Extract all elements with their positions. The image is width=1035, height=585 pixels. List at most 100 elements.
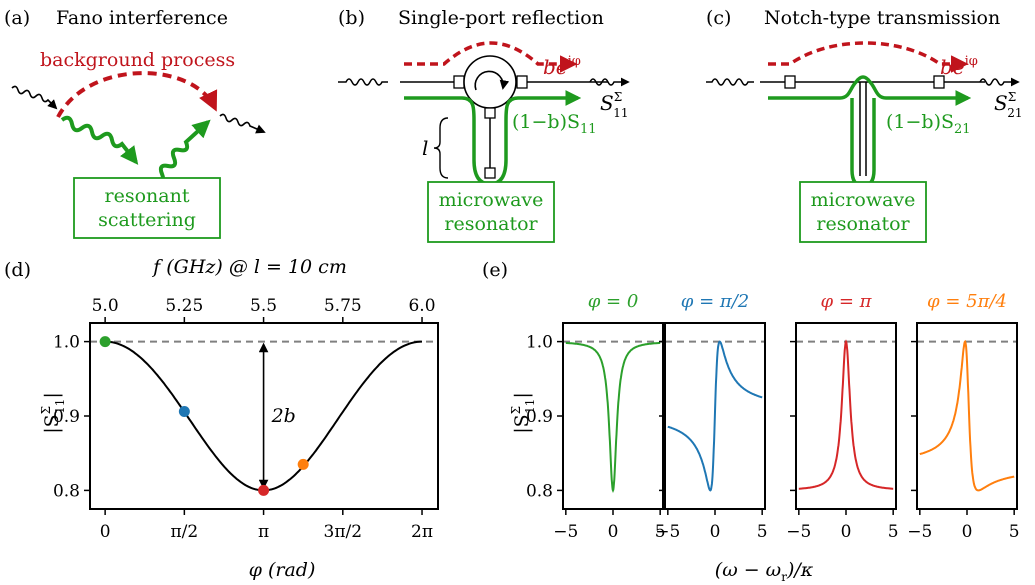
panel-e-xlabel-base: (ω − ω [715, 559, 781, 581]
xtick-label-d-1: π/2 [170, 522, 198, 542]
res-term-c-sub: 21 [954, 122, 971, 137]
panel-c-title: Notch-type transmission [764, 7, 1000, 29]
plot-frame-e-2 [795, 322, 897, 510]
xtick-label-e-1-0: −5 [655, 522, 680, 542]
total-b-sub: 11 [613, 106, 628, 120]
panel-e-ylabel: |SΣ11| [509, 392, 537, 434]
incoming-wave-c [706, 78, 754, 86]
ytick-label-e-1: 0.9 [526, 407, 553, 427]
phase-marker-3 [297, 458, 309, 470]
panel-e: (e) φ = 0 −5 0 5 0.8 0.9 1.0 φ = π/2 −5 0 5 φ = π −5… [482, 259, 1020, 584]
total-c-sub: 21 [1007, 106, 1022, 120]
background-arrow-b [404, 41, 578, 73]
series-title-0: φ = 0 [588, 291, 639, 312]
phase-marker-2 [258, 484, 270, 496]
resonant-path-c [768, 75, 972, 106]
series-title-2: φ = π [821, 291, 873, 312]
toptick-label-d-1: 5.25 [165, 296, 203, 316]
total-term-c: SΣ 21 [994, 90, 1022, 120]
circulator-arrow-icon [474, 70, 510, 91]
res-term-b-sub: 11 [580, 122, 597, 137]
total-term-b: SΣ 11 [600, 90, 628, 120]
toptick-label-d-0: 5.0 [92, 296, 119, 316]
toptick-label-d-3: 5.75 [324, 296, 362, 316]
panel-c: (c) Notch-type transmission beiφ (1−b)S2… [706, 7, 1022, 243]
xtick-label-e-2-1: 0 [841, 522, 852, 542]
ytick-label-d-2: 1.0 [53, 333, 80, 353]
panel-e-ylabel-sup: Σ [509, 406, 523, 414]
xtick-label-e-1-2: 5 [757, 522, 768, 542]
length-brace [433, 117, 449, 179]
panel-a-title: Fano interference [56, 7, 228, 29]
total-b-base: S [600, 91, 614, 115]
ytick-label-e-2: 1.0 [526, 333, 553, 353]
bg-term-c-sup: iφ [965, 54, 978, 69]
panel-a-label: (a) [4, 7, 30, 29]
xtick-label-e-1-1: 0 [710, 522, 721, 542]
total-c-sup: Σ [1008, 90, 1016, 104]
phase-marker-1 [178, 406, 190, 418]
panel-b-title: Single-port reflection [398, 7, 604, 29]
bg-term-c: beiφ [940, 54, 978, 79]
panel-e-xlabel: (ω − ωr)/κ [715, 559, 814, 584]
ytick-label-d-0: 0.8 [53, 481, 80, 501]
microwave-resonator-box-b [427, 181, 555, 243]
microwave-resonator-box-c [799, 181, 927, 243]
coupler-resonator [484, 167, 496, 179]
toptick-label-d-4: 6.0 [408, 296, 435, 316]
ytick-label-e-0: 0.8 [526, 481, 553, 501]
ytick-label-d-1: 0.9 [53, 407, 80, 427]
coupler-bottom [484, 107, 496, 119]
coupler-right [516, 75, 528, 89]
panel-e-xlabel-end: )/κ [786, 559, 814, 581]
total-c-base: S [994, 91, 1008, 115]
resonator-b-line2: resonator [444, 213, 538, 235]
incoming-wave-b [338, 78, 388, 86]
resonant-scattering-line2: scattering [98, 209, 196, 231]
panel-e-label: (e) [482, 259, 508, 281]
res-term-b-base: (1−b)S [512, 111, 580, 133]
outgoing-wave-c [979, 77, 1020, 87]
coupler-c-left [784, 75, 796, 89]
series-curve-2 [798, 339, 894, 490]
bg-term-b-base: be [543, 55, 568, 79]
xtick-label-e-0-1: 0 [608, 522, 619, 542]
xtick-label-d-0: 0 [100, 522, 111, 542]
bg-term-b: beiφ [543, 54, 581, 79]
panel-d-ylabel-sub: 11 [53, 399, 67, 414]
xtick-label-e-3-1: 0 [962, 522, 973, 542]
bg-term-c-base: be [940, 55, 965, 79]
panel-c-label: (c) [706, 7, 731, 29]
background-arrow [56, 71, 218, 118]
series-curve-0 [565, 341, 661, 493]
length-label: l [422, 136, 428, 160]
panel-e-xlabel-sub: r [781, 570, 787, 584]
background-arrow-c [768, 41, 969, 73]
outgoing-wave-a [219, 113, 266, 134]
bg-term-b-sup: iφ [568, 54, 581, 69]
xtick-label-e-2-0: −5 [786, 522, 811, 542]
resonator-c-line2: resonator [816, 213, 910, 235]
xtick-label-d-3: 3π/2 [324, 522, 363, 542]
resonant-scattering-box [73, 177, 221, 239]
xtick-label-e-0-2: 5 [655, 522, 666, 542]
resonant-loop-c [850, 98, 876, 188]
panel-d-label: (d) [4, 259, 31, 281]
total-b-sup: Σ [614, 90, 622, 104]
series-curve-3 [919, 339, 1015, 492]
resonant-wave-in [60, 115, 139, 165]
background-process-label: background process [40, 49, 235, 71]
resonant-scattering-line1: resonant [105, 185, 190, 207]
series-title-3: φ = 5π/4 [927, 291, 1007, 312]
panel-b: (b) Single-port reflection l beiφ (1−b)S… [338, 7, 630, 243]
series-title-1: φ = π/2 [681, 291, 749, 312]
panel-e-ylabel-base: |S [511, 414, 533, 433]
top-axis-label: f (GHz) @ l = 10 cm [151, 256, 347, 278]
incoming-wave-a [11, 85, 58, 110]
resonator-b-line1: microwave [439, 189, 544, 211]
panel-d-plot: 2b 0 π/2 π 3π/2 2π 5.0 5.25 5.5 5.75 6.0 0.8 0.9 1.0 [53, 296, 439, 542]
res-term-b: (1−b)S11 [512, 111, 597, 137]
resonator-c-line1: microwave [811, 189, 916, 211]
xtick-label-d-2: π [258, 522, 269, 542]
xtick-label-e-0-0: −5 [553, 522, 578, 542]
